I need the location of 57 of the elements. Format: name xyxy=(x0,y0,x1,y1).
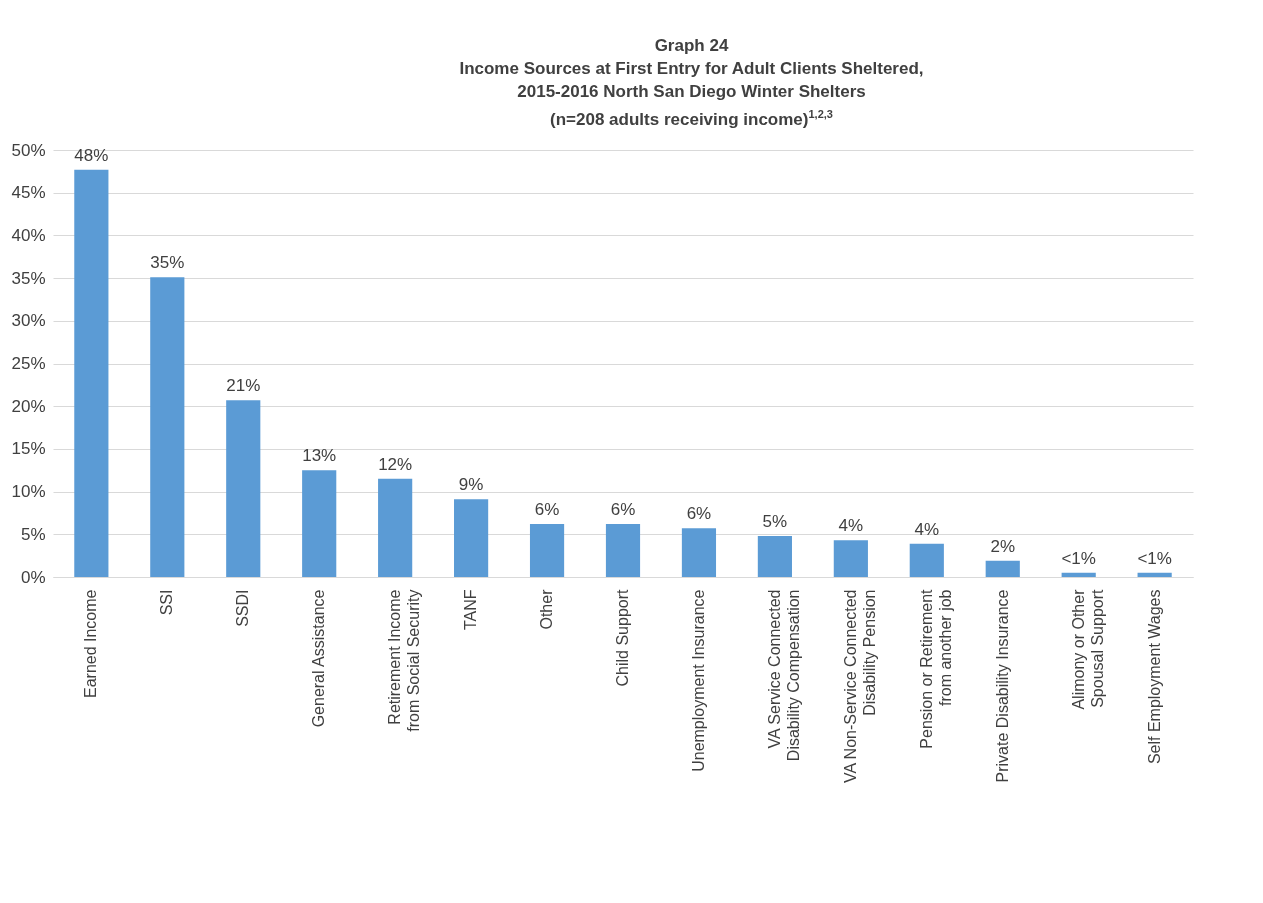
bar xyxy=(681,527,717,577)
data-label: <1% xyxy=(1061,548,1096,568)
bar xyxy=(757,535,792,577)
bar xyxy=(529,523,565,577)
bar xyxy=(833,539,868,577)
x-tick-label: Other xyxy=(538,588,556,630)
data-label: 21% xyxy=(226,375,261,395)
x-tick-label: SSI xyxy=(158,589,176,615)
x-tick-label: Retirement Income from Social Security xyxy=(386,589,423,732)
data-label: 4% xyxy=(838,515,864,535)
data-label: 12% xyxy=(378,454,413,474)
x-tick-label: Pension or Retirement from another job xyxy=(917,588,954,749)
bar xyxy=(74,169,109,577)
bar xyxy=(226,399,261,577)
data-label: 48% xyxy=(74,145,109,165)
bar xyxy=(378,478,413,577)
x-tick-label: SSDI xyxy=(234,589,252,627)
data-label: <1% xyxy=(1137,548,1172,568)
bar xyxy=(909,543,944,577)
x-tick-label: VA Non-Service Connected Disability Pension xyxy=(841,589,878,783)
x-tick-label: Alimony or Other Spousal Support xyxy=(1069,588,1106,710)
data-label: 35% xyxy=(150,252,185,272)
bar xyxy=(1137,572,1172,577)
y-tick-label: 50% xyxy=(11,140,46,160)
bar xyxy=(302,469,337,577)
data-label: 2% xyxy=(990,536,1016,556)
y-tick-label: 25% xyxy=(11,353,46,373)
y-tick-label: 0% xyxy=(20,567,46,587)
data-label: 6% xyxy=(534,499,560,519)
y-tick-label: 5% xyxy=(20,524,46,544)
data-label: 6% xyxy=(610,499,636,519)
x-tick-label: General Assistance xyxy=(310,589,328,728)
x-tick-label: Self Employment Wages xyxy=(1145,589,1163,764)
data-label: 4% xyxy=(914,519,940,539)
x-tick-label: Unemployment Insurance xyxy=(689,589,707,772)
y-tick-label: 30% xyxy=(11,310,46,330)
bar xyxy=(150,276,185,577)
y-tick-label: 35% xyxy=(11,268,46,288)
y-tick-label: 20% xyxy=(11,396,46,416)
y-tick-label: 15% xyxy=(11,439,46,459)
x-tick-label: Earned Income xyxy=(82,589,100,698)
x-tick-label: TANF xyxy=(462,588,480,630)
bar xyxy=(1061,572,1096,577)
bar xyxy=(605,523,641,577)
data-label: 5% xyxy=(762,511,788,531)
bar xyxy=(985,560,1020,577)
chart-title: Graph 24 Income Sources at First Entry for Adult Clients Sheltered, 2015-2016 North San Diego Winter Shelters (n=208 adults receiving income)$^{1,2,3}$ xyxy=(458,35,925,131)
y-tick-label: 40% xyxy=(11,225,46,245)
data-label: 9% xyxy=(458,474,484,494)
data-label: 13% xyxy=(302,445,337,465)
y-tick-label: 10% xyxy=(11,481,46,501)
bar xyxy=(454,498,489,577)
y-tick-label: 45% xyxy=(11,182,46,202)
data-label: 6% xyxy=(686,503,712,523)
x-tick-label: Private Disability Insurance xyxy=(993,589,1011,783)
x-tick-label: Child Support xyxy=(614,588,631,687)
x-tick-label: VA Service Connected Disability Compensation xyxy=(765,589,802,761)
